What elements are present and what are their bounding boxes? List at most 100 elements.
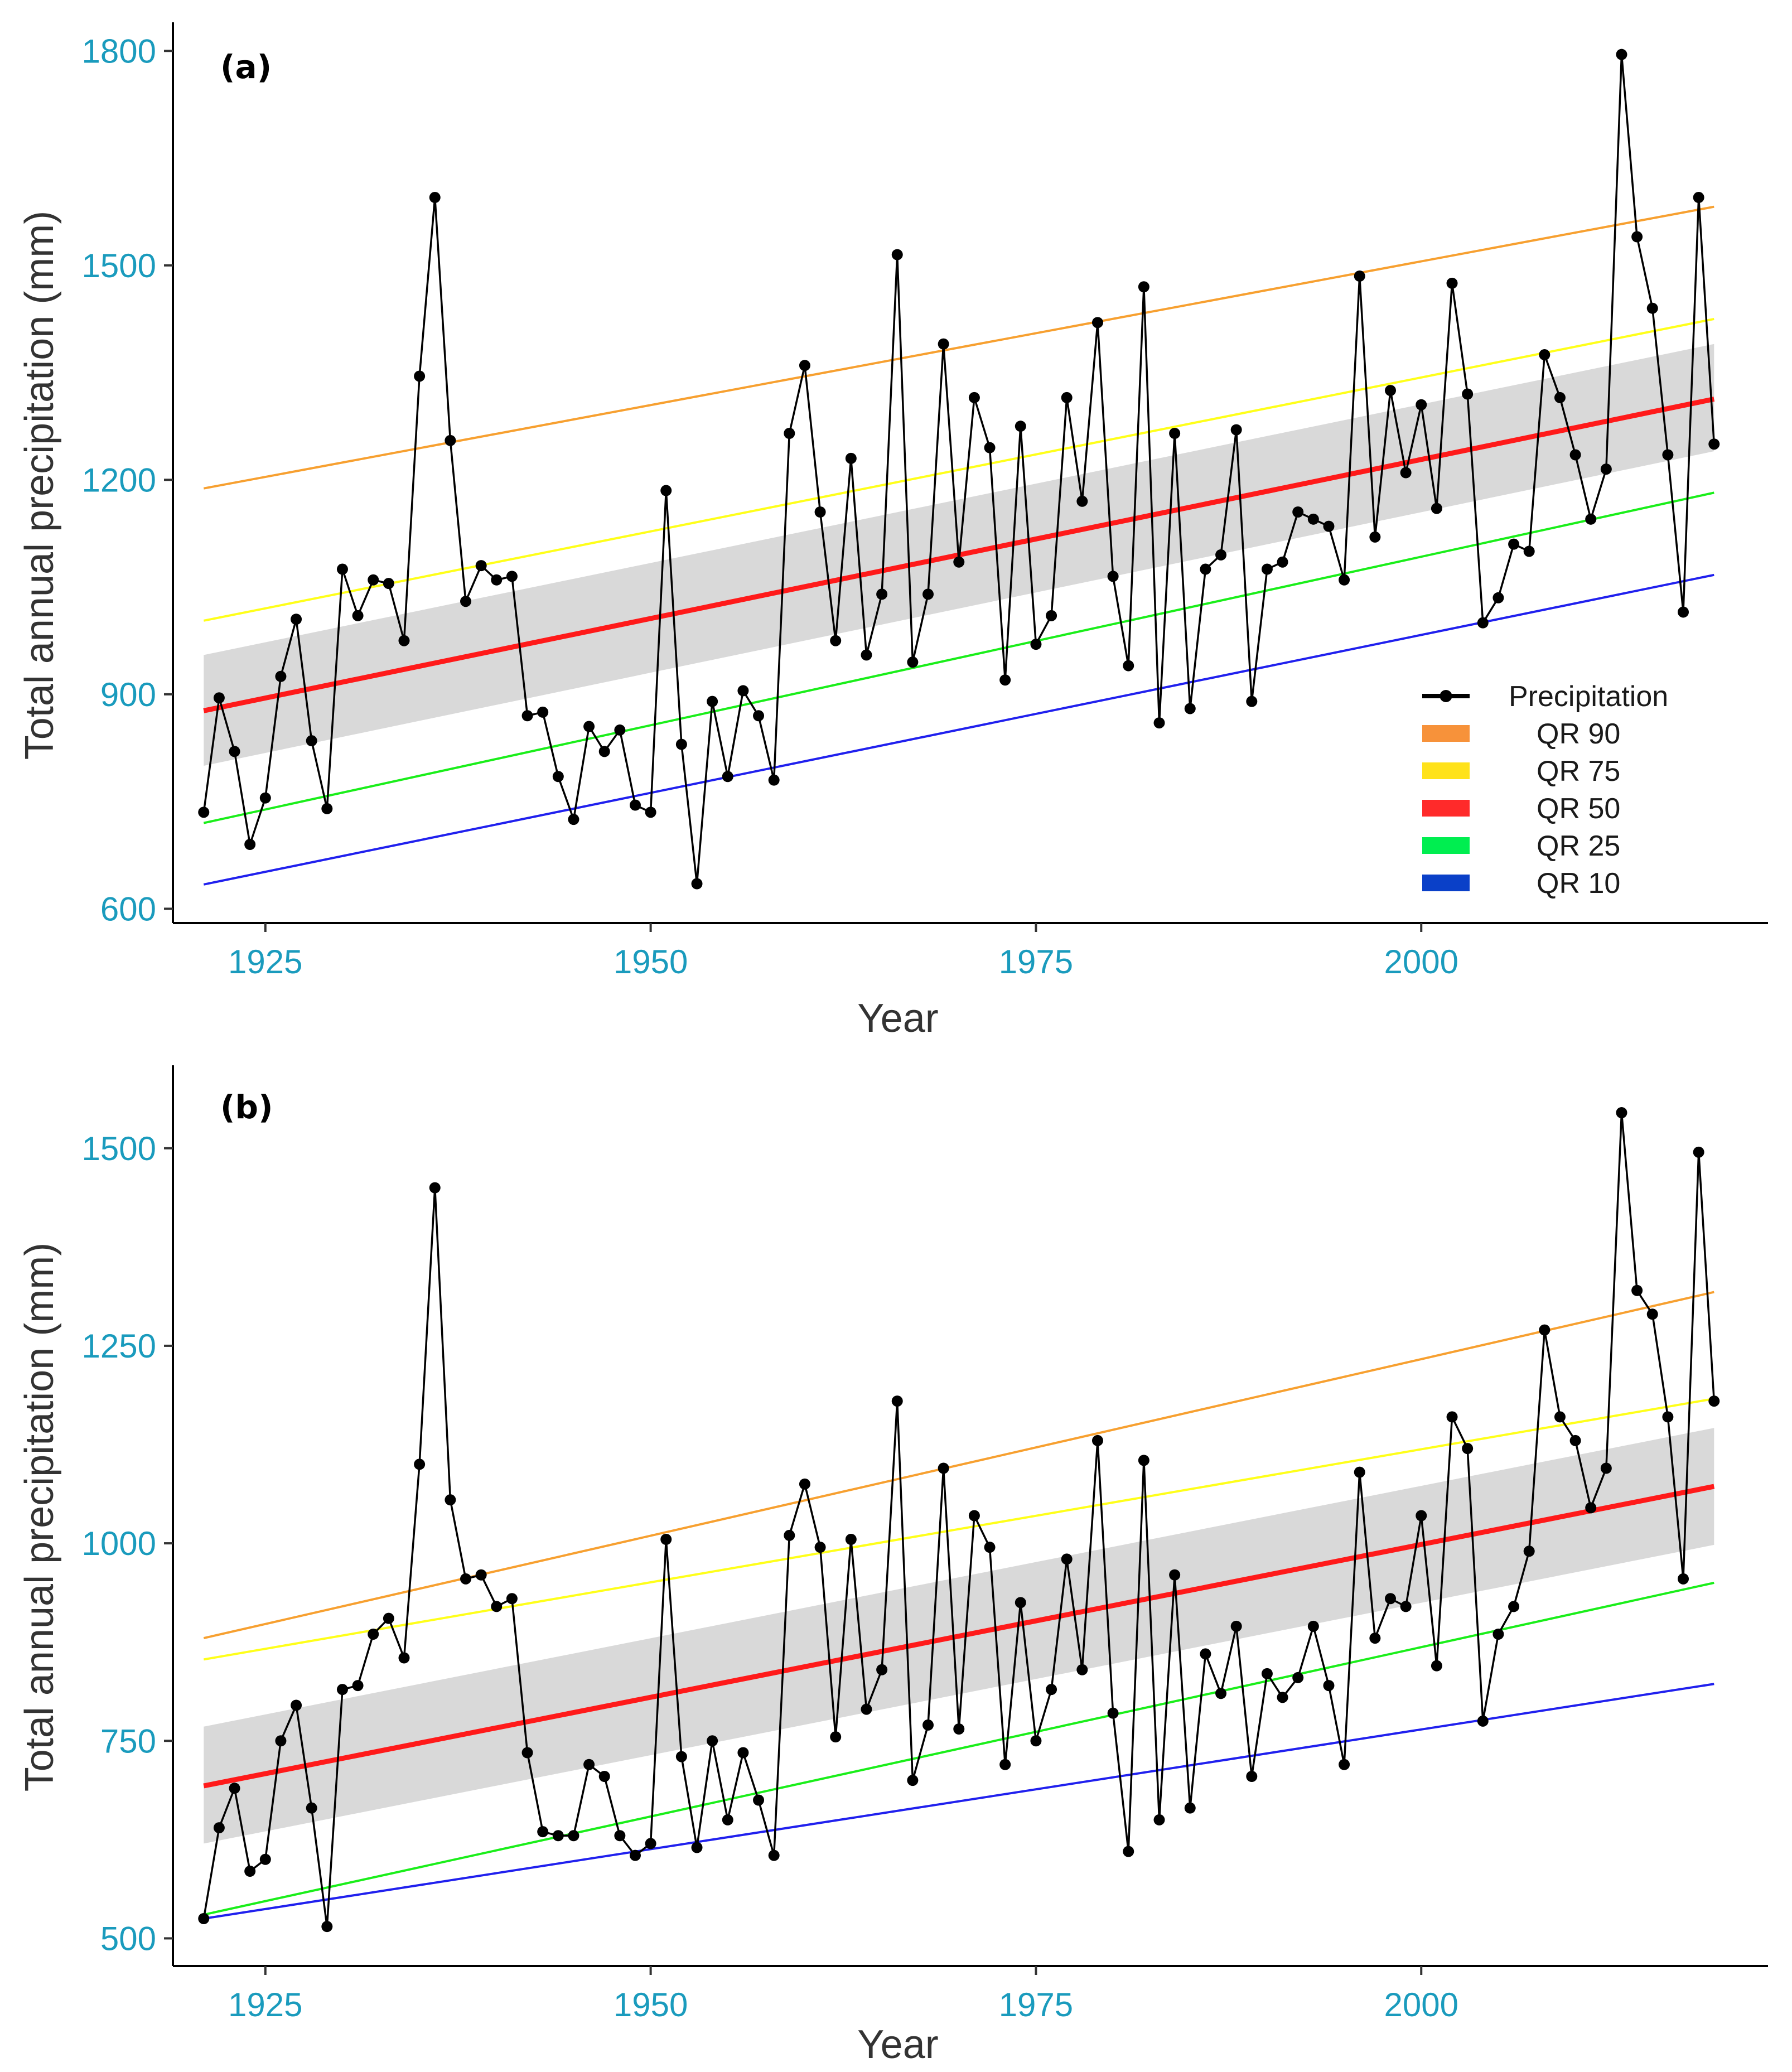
panel-b-point-1988 (1230, 1620, 1242, 1632)
panel-a-axes (172, 22, 1768, 924)
panel-a-point-1973 (999, 674, 1011, 686)
panel-b-point-1985 (1184, 1802, 1196, 1814)
panel-a-point-1998 (1384, 385, 1396, 397)
panel-a-point-2017 (1678, 606, 1689, 618)
panel-b-point-1954 (707, 1735, 718, 1747)
panel-a-point-1931 (352, 610, 364, 621)
panel-a-point-1955 (722, 771, 733, 783)
panel-b-point-1970 (953, 1723, 965, 1735)
panel-a-point-2008 (1539, 349, 1551, 361)
legend-key-qr-75 (1422, 762, 1470, 779)
panel-a-qr25-line (203, 491, 1714, 824)
panel-b-point-1960 (799, 1478, 810, 1490)
panel-a-point-1992 (1292, 506, 1304, 518)
panel-a-x-tick-label-2000: 2000 (1384, 943, 1458, 981)
panel-b-point-1984 (1169, 1569, 1181, 1581)
legend-label-qr-10: QR 10 (1537, 867, 1620, 900)
panel-b-point-1922 (213, 1822, 225, 1834)
panel-b-point-1959 (784, 1529, 795, 1541)
panel-b-point-1986 (1200, 1648, 1211, 1660)
panel-b-point-1948 (614, 1830, 626, 1842)
panel-a-label: (a) (220, 48, 272, 86)
panel-b-point-1999 (1400, 1601, 1412, 1612)
panel-a-point-1959 (784, 428, 795, 439)
panel-b-point-1953 (691, 1842, 703, 1853)
panel-b-point-1940 (491, 1601, 503, 1612)
panel-a-y-tick-label-1800: 1800 (82, 32, 156, 70)
panel-b-point-1934 (398, 1652, 410, 1664)
panel-b-point-1931 (352, 1680, 364, 1692)
panel-b-point-1962 (830, 1731, 842, 1743)
panel-a-point-1950 (645, 806, 656, 818)
panel-a-point-2012 (1600, 463, 1612, 475)
panel-b-point-1949 (629, 1849, 641, 1861)
panel-a-point-2013 (1616, 49, 1627, 60)
panel-a-x-tick-label-1950: 1950 (614, 943, 688, 981)
panel-a-point-1962 (830, 635, 842, 646)
panel-a-point-1984 (1169, 428, 1181, 439)
panel-b-point-2002 (1446, 1411, 1458, 1423)
panel-b-point-1968 (922, 1719, 934, 1731)
panel-a-point-1971 (968, 392, 980, 403)
panel-a-point-1966 (891, 249, 903, 260)
panel-b-point-1926 (275, 1735, 287, 1747)
panel-a-point-1963 (845, 452, 857, 464)
panel-b-point-1956 (737, 1747, 749, 1759)
panel-a-qr10-line (203, 573, 1714, 886)
panel-b-ticks: 1925 1950 1975 2000 500 750 1000 1250 1500 (82, 1130, 1458, 2023)
panel-a-point-1944 (552, 771, 564, 783)
panel-b-point-2013 (1616, 1107, 1627, 1118)
panel-b-point-1925 (259, 1853, 271, 1865)
panel-b-point-1951 (660, 1534, 672, 1545)
legend-label-qr-75: QR 75 (1537, 755, 1620, 788)
legend-key-qr-50 (1422, 800, 1470, 817)
panel-a-point-1999 (1400, 467, 1412, 479)
panel-a-point-1940 (491, 574, 503, 586)
panel-b-point-1939 (475, 1569, 487, 1581)
panel-b-point-1972 (984, 1542, 996, 1553)
panel-a-point-1954 (707, 696, 718, 707)
panel-b-y-tick-label-750: 750 (100, 1722, 156, 1760)
panel-a-point-1956 (737, 685, 749, 697)
panel-b-point-1941 (506, 1593, 518, 1605)
panel-a-point-2014 (1631, 231, 1643, 243)
panel-a-ticks: 1925 1950 1975 2000 600 900 1200 1500 1800 (82, 32, 1458, 981)
panel-a-point-1989 (1246, 696, 1258, 707)
panel-b-point-2014 (1631, 1284, 1643, 1296)
panel-a-legend: Precipitation QR 90 QR 75 QR 50 QR 25 QR 10 (1422, 680, 1668, 900)
panel-b-point-1978 (1076, 1664, 1088, 1675)
panel-b-point-1977 (1061, 1553, 1073, 1565)
panel-b-qr25-line (203, 1581, 1714, 1916)
panel-a-point-1937 (445, 434, 456, 446)
panel-a-point-1926 (275, 670, 287, 682)
panel-b-point-1966 (891, 1395, 903, 1407)
panel-a-point-2003 (1462, 388, 1474, 400)
panel-a-point-1991 (1277, 556, 1288, 568)
panel-b-point-1973 (999, 1759, 1011, 1770)
panel-b-point-1924 (244, 1866, 256, 1877)
panel-a-point-1927 (291, 614, 302, 625)
panel-b-point-2018 (1693, 1146, 1704, 1158)
panel-a-point-1983 (1153, 717, 1165, 729)
panel-b: 1925 1950 1975 2000 500 750 1000 1250 1500 (b) Y… (17, 1065, 1768, 2067)
panel-a-point-1953 (691, 878, 703, 890)
panel-b-precipitation-series (198, 1107, 1720, 1933)
panel-b-y-tick-label-1000: 1000 (82, 1525, 156, 1562)
panel-b-y-tick-label-1500: 1500 (82, 1130, 156, 1167)
panel-b-point-2011 (1585, 1502, 1597, 1514)
panel-a-point-1986 (1200, 563, 1211, 575)
panel-a-point-1949 (629, 799, 641, 811)
panel-a-point-2002 (1446, 277, 1458, 289)
panel-b-point-1950 (645, 1838, 656, 1849)
panel-b-label: (b) (220, 1088, 273, 1126)
panel-b-point-1974 (1015, 1597, 1026, 1609)
panel-b-point-1923 (229, 1783, 240, 1794)
panel-b-point-1990 (1261, 1668, 1273, 1679)
panel-b-point-2019 (1708, 1395, 1720, 1407)
panel-a-point-1980 (1107, 571, 1119, 582)
panel-a-point-1948 (614, 724, 626, 736)
panel-b-point-1983 (1153, 1814, 1165, 1825)
panel-a-point-1952 (675, 738, 687, 750)
panel-a-point-1969 (938, 338, 949, 350)
